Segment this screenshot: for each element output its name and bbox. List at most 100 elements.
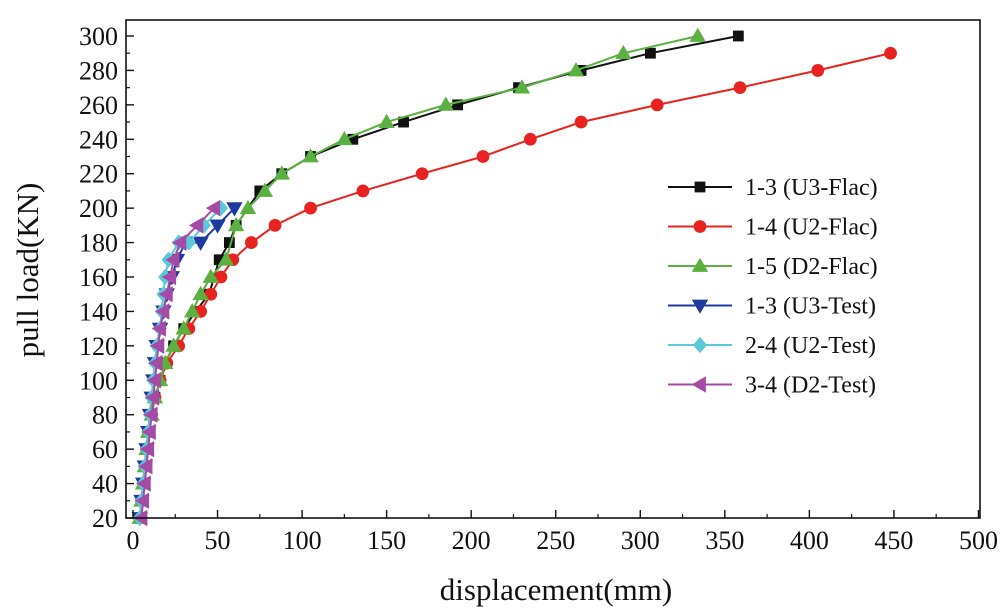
data-point [304, 201, 317, 215]
data-point [415, 167, 429, 181]
y-tick-label: 20 [92, 504, 118, 533]
legend-entry: 3-4 (D2-Test) [668, 373, 876, 399]
data-point [437, 96, 455, 111]
data-point [244, 236, 258, 249]
y-tick-label: 280 [79, 56, 118, 85]
x-tick-label: 50 [205, 526, 231, 555]
y-tick-label: 220 [79, 160, 118, 189]
plot-frame [125, 19, 981, 519]
data-point [733, 81, 747, 95]
data-point [273, 165, 290, 180]
x-tick-label: 350 [705, 526, 744, 555]
data-point [175, 320, 192, 335]
data-point [134, 492, 150, 509]
data-point [148, 354, 163, 372]
data-point [165, 251, 180, 268]
legend-entry: 1-3 (U3-Flac) [668, 175, 878, 201]
data-point [268, 218, 282, 232]
y-tick-label: 140 [79, 297, 118, 326]
x-tick-label: 150 [367, 526, 406, 555]
data-point [188, 217, 204, 234]
data-point [155, 303, 170, 320]
y-tick-label: 120 [79, 332, 118, 361]
legend-label: 1-3 (U3-Test) [745, 294, 876, 320]
data-point [158, 286, 173, 303]
legend-marker [693, 220, 707, 233]
data-point [302, 148, 319, 163]
y-tick-label: 40 [92, 470, 118, 499]
y-tick-label: 100 [79, 366, 118, 395]
data-point [256, 182, 274, 197]
x-tick-label: 250 [536, 526, 575, 555]
legend-entry: 1-3 (U3-Test) [668, 294, 876, 320]
data-point [146, 372, 161, 389]
data-point [150, 337, 165, 355]
x-tick-label: 450 [874, 526, 913, 555]
data-point [336, 130, 353, 146]
data-point [239, 199, 257, 215]
legend-label: 2-4 (U2-Test) [745, 333, 876, 359]
data-point [192, 285, 209, 301]
x-tick-label: 100 [283, 526, 322, 555]
data-point [138, 458, 153, 475]
data-point [650, 98, 664, 112]
data-point [227, 217, 245, 232]
legend-label: 1-4 (U2-Flac) [745, 215, 878, 241]
data-point [136, 475, 151, 492]
x-tick-label: 300 [621, 526, 660, 555]
legend-marker [691, 257, 709, 272]
data-point [165, 337, 182, 352]
legend-marker [691, 376, 706, 393]
y-tick-label: 240 [79, 125, 118, 154]
x-tick-label: 200 [452, 526, 491, 555]
x-tick-label: 0 [127, 526, 140, 555]
y-tick-label: 160 [79, 263, 118, 292]
data-point [689, 27, 706, 42]
y-tick-label: 80 [92, 401, 118, 430]
data-point [811, 64, 825, 77]
y-axis-title: pull load(KN) [10, 183, 45, 358]
y-tick-label: 60 [92, 435, 118, 464]
legend-marker [694, 181, 706, 193]
x-tick-label: 500 [959, 526, 998, 555]
y-tick-label: 200 [79, 194, 118, 223]
data-point [523, 132, 537, 146]
y-tick-label: 260 [79, 91, 118, 120]
legend-entry: 1-5 (D2-Flac) [668, 254, 878, 280]
data-point [144, 389, 160, 406]
legend-label: 1-3 (U3-Flac) [745, 175, 878, 201]
axes: 0 50 100 150 200 250 300 350 400 450 500 20 40 60 80 10… [79, 19, 998, 555]
data-point [143, 406, 158, 423]
data-point [732, 30, 744, 42]
data-point [192, 236, 209, 251]
data-point [615, 44, 632, 60]
data-point [202, 268, 219, 283]
data-point [141, 423, 156, 441]
data-point [452, 99, 464, 111]
data-point [513, 79, 531, 94]
data-point [172, 234, 187, 251]
data-point [205, 199, 221, 217]
y-tick-label: 180 [79, 229, 118, 258]
data-point [567, 62, 585, 77]
legend: 1-3 (U3-Flac) 1-4 (U2-Flac) 1-5 (D2-Flac) 1… [668, 175, 878, 399]
legend-label: 3-4 (D2-Test) [745, 373, 876, 399]
data-point [574, 115, 588, 129]
data-point [476, 150, 490, 163]
legend-label: 1-5 (D2-Flac) [745, 254, 878, 280]
data-point [183, 303, 201, 318]
data-point [161, 268, 177, 286]
series-6 [133, 199, 221, 527]
data-point [151, 320, 166, 337]
data-point [356, 184, 370, 198]
legend-marker [692, 336, 708, 354]
data-point [378, 113, 395, 128]
data-point [217, 251, 235, 266]
data-point [226, 202, 243, 217]
legend-entry: 1-4 (U2-Flac) [668, 215, 878, 241]
data-point [645, 47, 656, 59]
plot-area [131, 27, 897, 527]
x-tick-label: 400 [790, 526, 829, 555]
x-axis-title: displacement(mm) [440, 572, 672, 607]
